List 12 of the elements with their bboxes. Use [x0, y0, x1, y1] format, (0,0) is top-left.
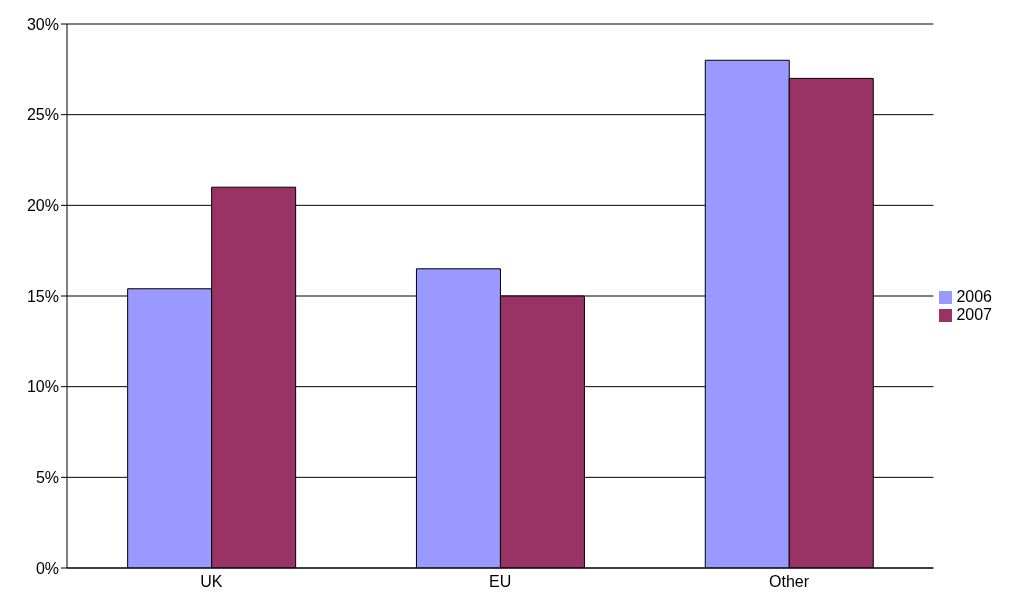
y-tick-label: 10%: [26, 378, 59, 396]
y-tick-label: 20%: [26, 197, 59, 215]
legend-label: 2006: [956, 287, 992, 305]
x-tick-label: UK: [200, 573, 223, 591]
y-tick-label: 0%: [35, 559, 59, 577]
x-tick-label: Other: [769, 573, 810, 591]
x-tick-label: EU: [489, 573, 512, 591]
y-tick-label: 15%: [26, 287, 59, 305]
y-tick-label: 25%: [26, 106, 59, 124]
legend-label: 2007: [956, 305, 992, 323]
y-tick-label: 30%: [26, 15, 59, 33]
y-tick-label: 5%: [35, 469, 59, 487]
